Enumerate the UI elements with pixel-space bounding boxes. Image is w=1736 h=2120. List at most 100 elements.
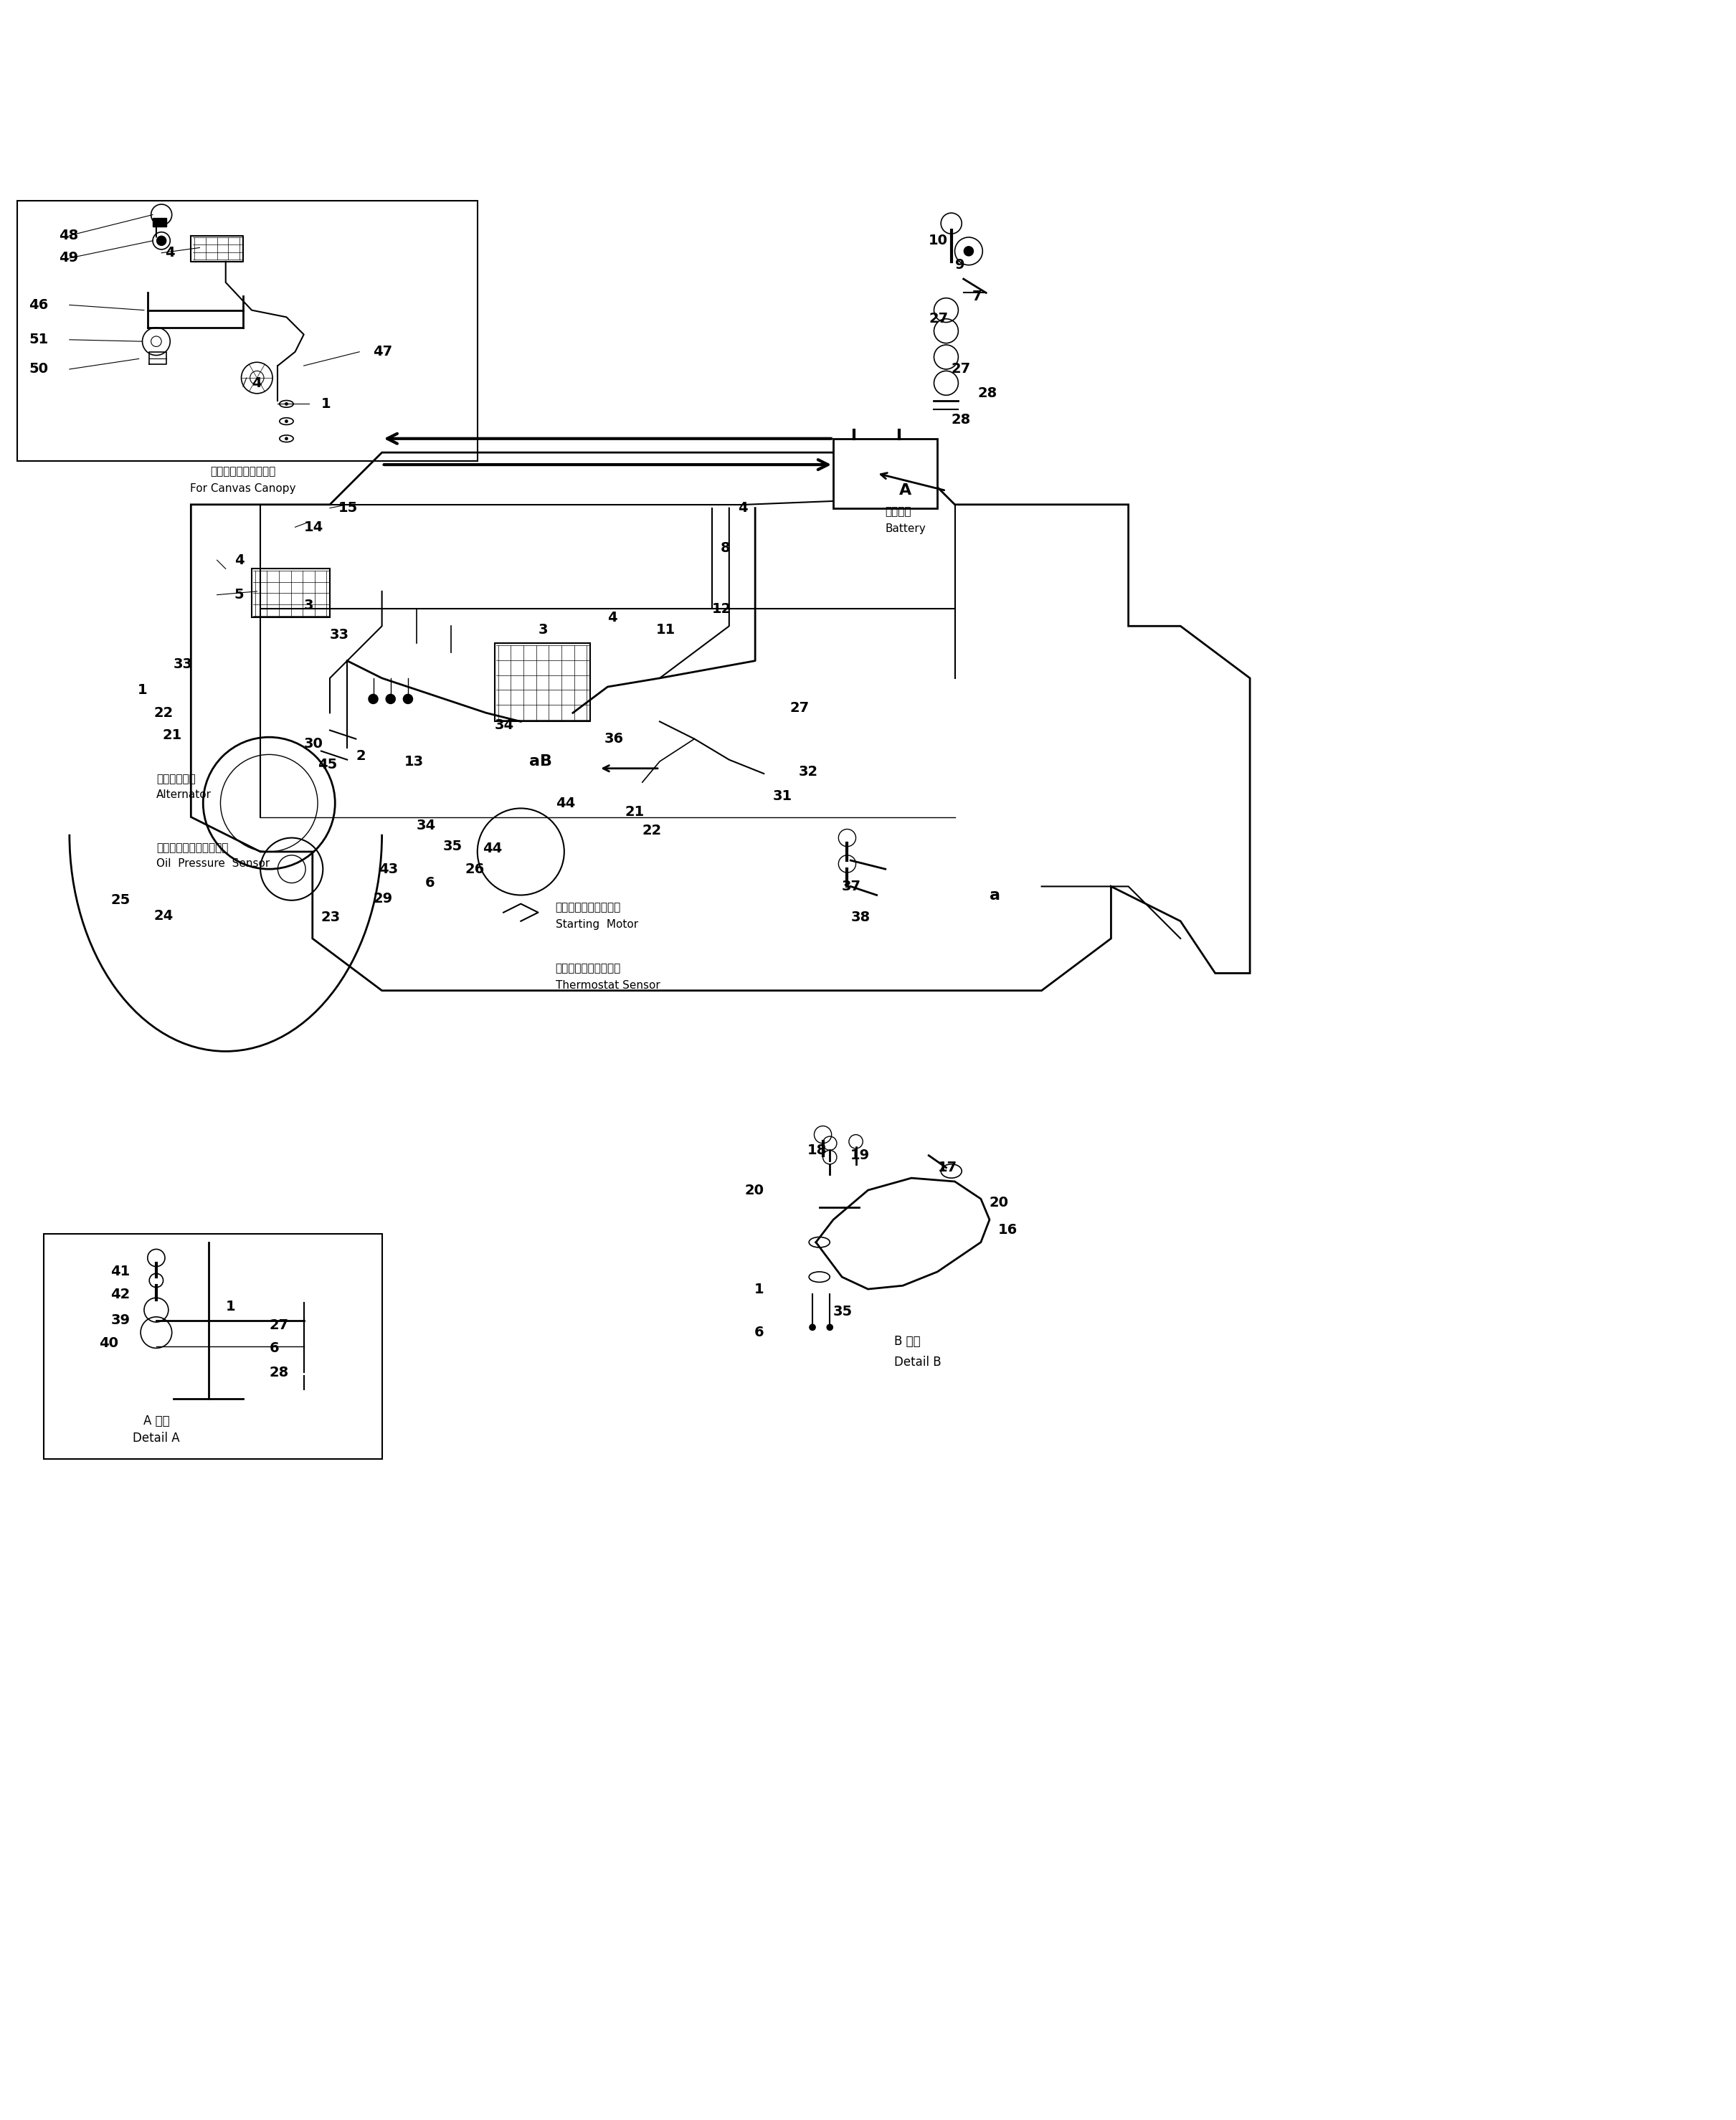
Text: 3: 3 (304, 598, 314, 613)
Polygon shape (191, 235, 243, 261)
Circle shape (809, 1323, 816, 1331)
Text: B 詳細: B 詳細 (894, 1336, 920, 1348)
Text: 20: 20 (745, 1183, 764, 1198)
Text: バッテリ: バッテリ (885, 507, 911, 517)
Bar (17, 201, 477, 462)
Text: 39: 39 (111, 1314, 130, 1327)
Text: 22: 22 (155, 706, 174, 719)
Text: 30: 30 (304, 738, 323, 750)
Text: Thermostat Sensor: Thermostat Sensor (556, 979, 660, 990)
Text: 2: 2 (356, 750, 366, 763)
Text: 6: 6 (269, 1342, 279, 1355)
Text: 10: 10 (929, 233, 948, 248)
Text: aB: aB (529, 755, 552, 770)
Text: 21: 21 (163, 729, 182, 742)
Text: オイルプレッシャセンサ: オイルプレッシャセンサ (156, 844, 227, 854)
Text: 1: 1 (226, 1300, 236, 1312)
Text: 41: 41 (111, 1266, 130, 1278)
Circle shape (368, 693, 378, 704)
Text: 44: 44 (483, 842, 502, 854)
Text: 33: 33 (174, 657, 193, 672)
Text: 24: 24 (155, 909, 174, 922)
Bar (252, 568, 330, 617)
Text: 14: 14 (304, 519, 323, 534)
Circle shape (826, 1323, 833, 1331)
Text: 20: 20 (990, 1196, 1009, 1208)
Text: 28: 28 (269, 1365, 288, 1380)
Circle shape (156, 235, 167, 246)
Text: 26: 26 (465, 863, 484, 876)
Text: 6: 6 (753, 1325, 764, 1340)
Text: 33: 33 (330, 628, 349, 642)
Text: 46: 46 (30, 299, 49, 312)
Text: 13: 13 (404, 755, 424, 767)
Text: 35: 35 (833, 1306, 852, 1319)
Text: 47: 47 (373, 346, 392, 358)
Text: 8: 8 (720, 541, 731, 555)
Text: 4: 4 (738, 500, 748, 515)
Bar (43, 1234, 382, 1459)
Text: Detail B: Detail B (894, 1355, 941, 1370)
Text: 43: 43 (378, 863, 398, 876)
Text: Detail A: Detail A (132, 1431, 181, 1446)
Text: 36: 36 (604, 731, 623, 746)
Text: 1: 1 (753, 1283, 764, 1295)
Text: For Canvas Canopy: For Canvas Canopy (191, 483, 295, 494)
Bar (495, 644, 590, 721)
Text: 7: 7 (972, 290, 983, 303)
Text: キャンバスキャノビ用: キャンバスキャノビ用 (210, 466, 276, 477)
Text: 34: 34 (417, 818, 436, 833)
Text: 44: 44 (556, 797, 575, 810)
Text: オルタネータ: オルタネータ (156, 774, 196, 784)
Text: 18: 18 (807, 1143, 826, 1158)
Text: 48: 48 (59, 229, 78, 242)
Circle shape (285, 420, 288, 424)
Text: 12: 12 (712, 602, 731, 615)
Text: 22: 22 (642, 825, 661, 837)
Text: 3: 3 (538, 623, 549, 636)
Text: 27: 27 (929, 312, 948, 326)
Text: 5: 5 (234, 587, 245, 602)
Text: 1: 1 (137, 683, 148, 697)
Text: 51: 51 (30, 333, 49, 346)
Text: 28: 28 (977, 386, 996, 401)
Text: Starting  Motor: Starting Motor (556, 920, 639, 931)
Text: a: a (990, 888, 1000, 903)
Text: 15: 15 (339, 500, 358, 515)
Text: Oil  Pressure  Sensor: Oil Pressure Sensor (156, 859, 269, 869)
Text: 32: 32 (799, 765, 818, 778)
Text: 28: 28 (951, 413, 970, 426)
Text: 40: 40 (99, 1336, 118, 1350)
Text: 27: 27 (269, 1319, 288, 1331)
Text: スターティングモータ: スターティングモータ (556, 901, 621, 912)
Text: 9: 9 (955, 259, 965, 271)
Text: 6: 6 (425, 876, 436, 890)
Text: 35: 35 (443, 840, 462, 854)
Text: A: A (899, 483, 911, 498)
Text: 19: 19 (851, 1149, 870, 1162)
Text: 23: 23 (321, 912, 340, 924)
Text: 4: 4 (165, 246, 175, 261)
Text: Battery: Battery (885, 524, 925, 534)
Text: 21: 21 (625, 806, 644, 818)
Text: 27: 27 (790, 702, 809, 714)
Circle shape (403, 693, 413, 704)
Text: 31: 31 (773, 789, 792, 803)
Text: 27: 27 (951, 363, 970, 375)
Bar (153, 218, 167, 227)
Text: A 詳細: A 詳細 (142, 1414, 170, 1427)
Text: 4: 4 (252, 375, 262, 390)
Text: 4: 4 (234, 553, 245, 566)
Text: 16: 16 (998, 1223, 1017, 1236)
Text: 17: 17 (937, 1162, 957, 1174)
Text: 37: 37 (842, 880, 861, 893)
Text: 50: 50 (30, 363, 49, 375)
Text: 49: 49 (59, 252, 78, 265)
Text: 25: 25 (111, 893, 130, 907)
Text: 11: 11 (656, 623, 675, 636)
Bar (833, 439, 937, 509)
Text: 34: 34 (495, 719, 514, 731)
Circle shape (385, 693, 396, 704)
Text: 29: 29 (373, 893, 392, 905)
Text: 38: 38 (851, 912, 870, 924)
